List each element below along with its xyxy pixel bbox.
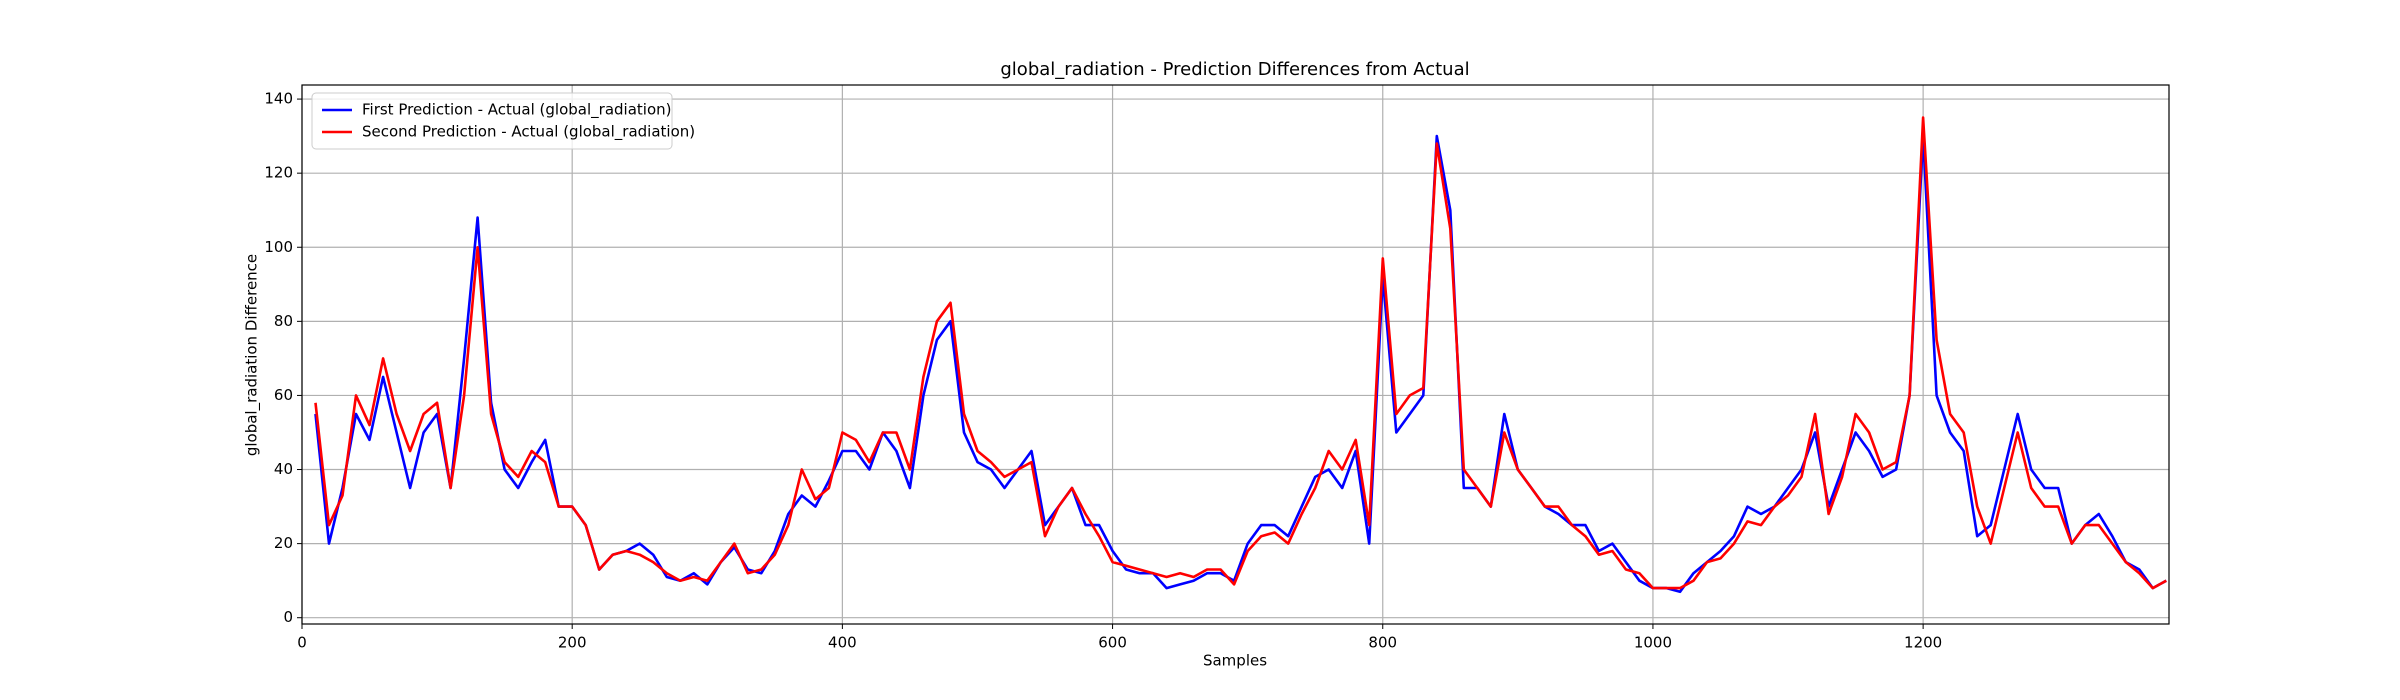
data-line bbox=[314, 116, 2167, 590]
y-tick-label: 0 bbox=[283, 608, 293, 626]
data-line bbox=[314, 134, 2167, 594]
x-tick-label: 800 bbox=[1368, 634, 1397, 652]
x-tick-label: 1200 bbox=[1904, 634, 1942, 652]
y-tick-label: 80 bbox=[274, 312, 293, 330]
legend-label: First Prediction - Actual (global_radiat… bbox=[362, 101, 672, 120]
legend-box bbox=[311, 92, 673, 150]
chart-title: global_radiation - Prediction Difference… bbox=[1000, 59, 1469, 80]
y-tick-label: 60 bbox=[274, 386, 293, 404]
x-tick-label: 600 bbox=[1098, 634, 1127, 652]
x-tick-label: 200 bbox=[558, 634, 587, 652]
x-axis-label: Samples bbox=[1203, 652, 1267, 670]
y-tick-label: 120 bbox=[264, 164, 293, 182]
plot-frame bbox=[301, 84, 2170, 625]
y-tick-label: 40 bbox=[274, 460, 293, 478]
y-axis-label: global_radiation Difference bbox=[243, 254, 262, 456]
x-tick-label: 400 bbox=[828, 634, 857, 652]
y-tick-label: 140 bbox=[264, 90, 293, 108]
legend-label: Second Prediction - Actual (global_radia… bbox=[362, 123, 695, 142]
y-tick-label: 20 bbox=[274, 534, 293, 552]
x-tick-label: 0 bbox=[297, 634, 307, 652]
y-tick-label: 100 bbox=[264, 238, 293, 256]
x-tick-label: 1000 bbox=[1634, 634, 1672, 652]
